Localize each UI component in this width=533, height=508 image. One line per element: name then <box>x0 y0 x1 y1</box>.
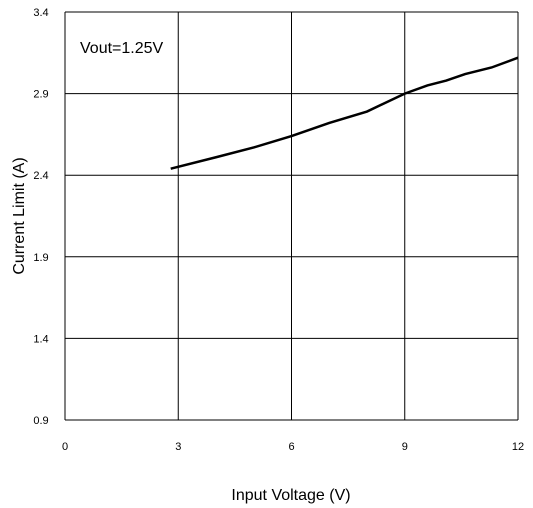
y-axis-label: Current Limit (A) <box>11 157 28 274</box>
y-tick-label: 2.9 <box>33 89 48 101</box>
y-tick-label: 3.4 <box>33 7 48 19</box>
y-tick-label: 1.4 <box>33 333 48 345</box>
x-tick-label: 3 <box>175 441 181 453</box>
y-tick-label: 2.4 <box>33 170 48 182</box>
y-tick-label: 1.9 <box>33 252 48 264</box>
x-tick-label: 9 <box>402 441 408 453</box>
x-tick-label: 0 <box>62 441 68 453</box>
annotation: Vout=1.25V <box>80 40 164 57</box>
x-axis-label: Input Voltage (V) <box>231 487 350 504</box>
x-tick-label: 6 <box>288 441 294 453</box>
data-line <box>170 56 519 170</box>
x-tick-label: 12 <box>512 441 524 453</box>
y-tick-label: 0.9 <box>33 415 48 427</box>
